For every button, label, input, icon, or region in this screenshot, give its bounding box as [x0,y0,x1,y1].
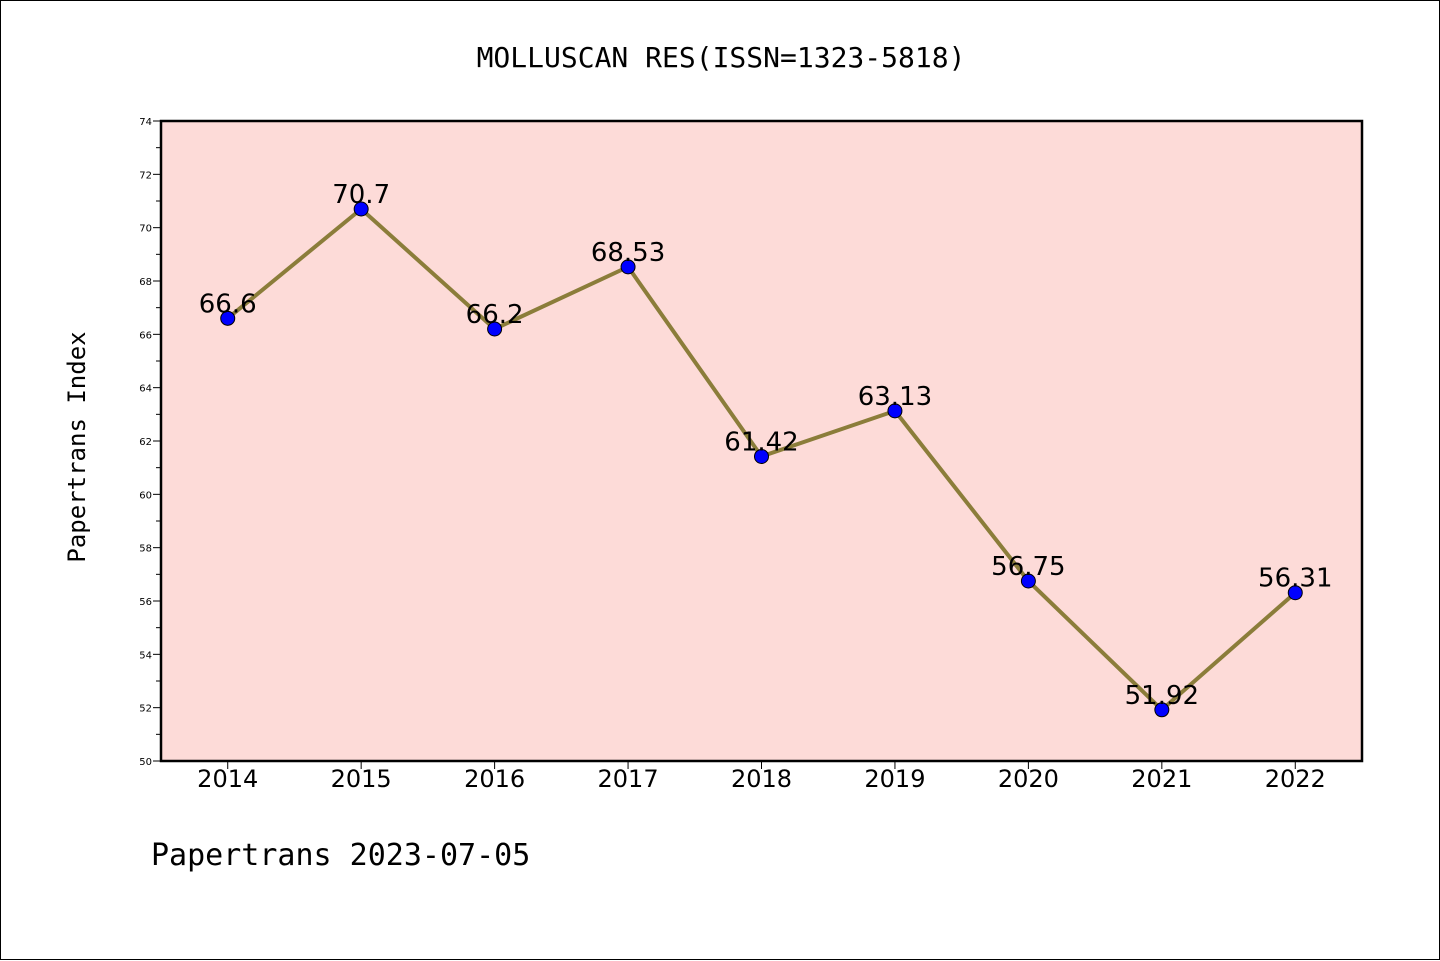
data-point [220,310,236,326]
y-tick-label: 50 [139,757,152,768]
data-point [1287,585,1303,601]
data-label: 56.75 [991,552,1065,582]
y-tick-label: 68 [139,277,152,288]
y-tick-label: 70 [139,224,152,235]
plot-border [159,119,1364,763]
data-label: 51.92 [1125,681,1199,711]
data-point [887,403,903,419]
data-point [754,448,769,464]
data-label: 66.2 [466,300,524,330]
y-tick-label: 62 [139,437,152,448]
data-point [487,321,503,337]
data-point [353,201,369,217]
plot-background [161,121,1362,761]
y-tick-label: 60 [139,490,152,501]
x-tick-label: 2014 [197,765,258,793]
data-point [1154,702,1170,718]
y-tick-label: 74 [139,117,152,128]
plot-area: 50 52 54 56 58 60 62 64 66 68 70 72 74 2014 2015 2016 20… [139,117,1364,793]
data-label: 68.53 [591,238,665,268]
y-tick-label: 54 [139,650,152,661]
x-tick-label: 2016 [464,765,525,793]
data-point [620,259,636,275]
x-tick-label: 2020 [998,765,1059,793]
x-tick-label: 2017 [598,765,659,793]
y-tick-label: 58 [139,544,152,555]
chart-title: MOLLUSCAN RES(ISSN=1323-5818) [477,41,966,74]
data-label: 66.6 [199,289,257,319]
x-tick-label: 2022 [1265,765,1326,793]
x-tick-label: 2018 [731,765,792,793]
y-tick-label: 52 [139,704,152,715]
y-tick-label: 64 [139,384,152,395]
footer-text: Papertrans 2023-07-05 [151,838,530,873]
data-label: 70.7 [332,180,390,210]
y-tick-label: 66 [139,330,152,341]
y-axis-label: Papertrans Index [63,331,91,562]
data-label: 56.31 [1258,564,1332,594]
x-tick-label: 2021 [1131,765,1192,793]
x-tick-label: 2015 [331,765,392,793]
y-tick-label: 72 [139,170,152,181]
x-tick-label: 2019 [864,765,925,793]
data-point [1020,573,1036,589]
y-tick-label: 56 [139,597,152,608]
data-label: 61.42 [724,427,798,457]
data-label: 63.13 [858,382,932,412]
